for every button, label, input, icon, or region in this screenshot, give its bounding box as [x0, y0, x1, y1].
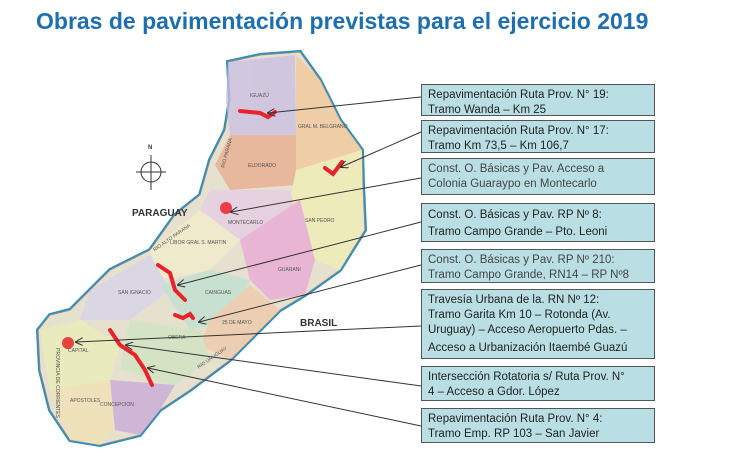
project-text: Repavimentación Ruta Prov. N° 17:: [428, 125, 609, 137]
project-box: Repavimentación Ruta Prov. N° 19: Tramo W…: [421, 84, 655, 116]
dept-label: LIBOR GRAL S. MARTIN: [170, 240, 227, 246]
country-label-brasil: BRASIL: [300, 318, 338, 329]
project-text: Colonia Guaraypo en Montecarlo: [428, 178, 597, 190]
dept-label: APOSTOLES: [70, 398, 101, 404]
slide-title: Obras de pavimentación previstas para el…: [36, 8, 649, 34]
dept-label: 25 DE MAYO: [222, 320, 252, 326]
project-text: Const. O. Básicas y Pav. Acceso a: [428, 163, 605, 175]
dept-label: SAN PEDRO: [305, 218, 335, 224]
project-box: Const. O. Básicas y Pav. Acceso a Colonia…: [421, 158, 655, 195]
compass-rose: [136, 155, 166, 190]
project-text: Acceso a Urbanización Itaembé Guazú: [428, 342, 628, 354]
project-box: Travesía Urbana de la. RN Nº 12: Tramo Ga…: [421, 289, 655, 359]
project-box: Intersección Rotatoria s/ Ruta Prov. N° 4…: [421, 366, 655, 401]
project-text: Const. O. Básicas y Pav. RP Nº 8:: [428, 209, 602, 221]
dept-label: SAN IGNACIO: [118, 290, 151, 296]
dept-label: CAINGUAS: [205, 290, 232, 296]
dept-label: GRAL M. BELGRANO: [298, 124, 348, 130]
project-text: Tramo Campo Grande, RN14 – RP Nº8: [428, 269, 630, 281]
pointer-arrows: [76, 96, 422, 427]
dept-label: ELDORADO: [248, 163, 277, 169]
project-text: 4 – Acceso a Gdor. López: [428, 386, 560, 398]
project-text: Repavimentación Ruta Prov. N° 4:: [428, 413, 603, 425]
dept-label: IGUAZÚ: [250, 93, 269, 99]
country-label-paraguay: PARAGUAY: [132, 208, 188, 219]
project-text: Repavimentación Ruta Prov. N° 19:: [428, 89, 609, 101]
project-text: Tramo Emp. RP 103 – San Javier: [428, 428, 600, 440]
dept-label: GUARANI: [278, 267, 301, 273]
project-text: Intersección Rotatoria s/ Ruta Prov. N°: [428, 371, 625, 383]
project-text: Uruguay) – Acceso Aeropuerto Pdas. –: [428, 324, 627, 336]
project-text: Tramo Wanda – Km 25: [428, 104, 547, 116]
project-text: Travesía Urbana de la. RN Nº 12:: [428, 294, 600, 306]
dept-label: MONTECARLO: [228, 220, 264, 226]
project-box: Const. O. Básicas y Pav. RP Nº 210: Tramo…: [421, 249, 655, 283]
dept-label: CONCEPCION: [100, 402, 134, 408]
compass-north-label: N: [148, 145, 153, 151]
dept-label: CAPITAL: [68, 348, 89, 354]
project-text: Tramo Km 73,5 – Km 106,7: [428, 140, 569, 152]
province-label: PROVINCIA DE CORRIENTES: [53, 348, 60, 418]
project-box: Const. O. Básicas y Pav. RP Nº 8: Tramo C…: [421, 203, 655, 242]
project-box: Repavimentación Ruta Prov. N° 17: Tramo K…: [421, 120, 655, 153]
project-box: Repavimentación Ruta Prov. N° 4: Tramo Em…: [421, 408, 655, 443]
project-text: Tramo Garita Km 10 – Rotonda (Av.: [428, 309, 611, 321]
project-text: Const. O. Básicas y Pav. RP Nº 210:: [428, 254, 615, 266]
project-text: Tramo Campo Grande – Pto. Leoni: [428, 226, 608, 238]
dept-label: OBERA: [168, 335, 186, 341]
